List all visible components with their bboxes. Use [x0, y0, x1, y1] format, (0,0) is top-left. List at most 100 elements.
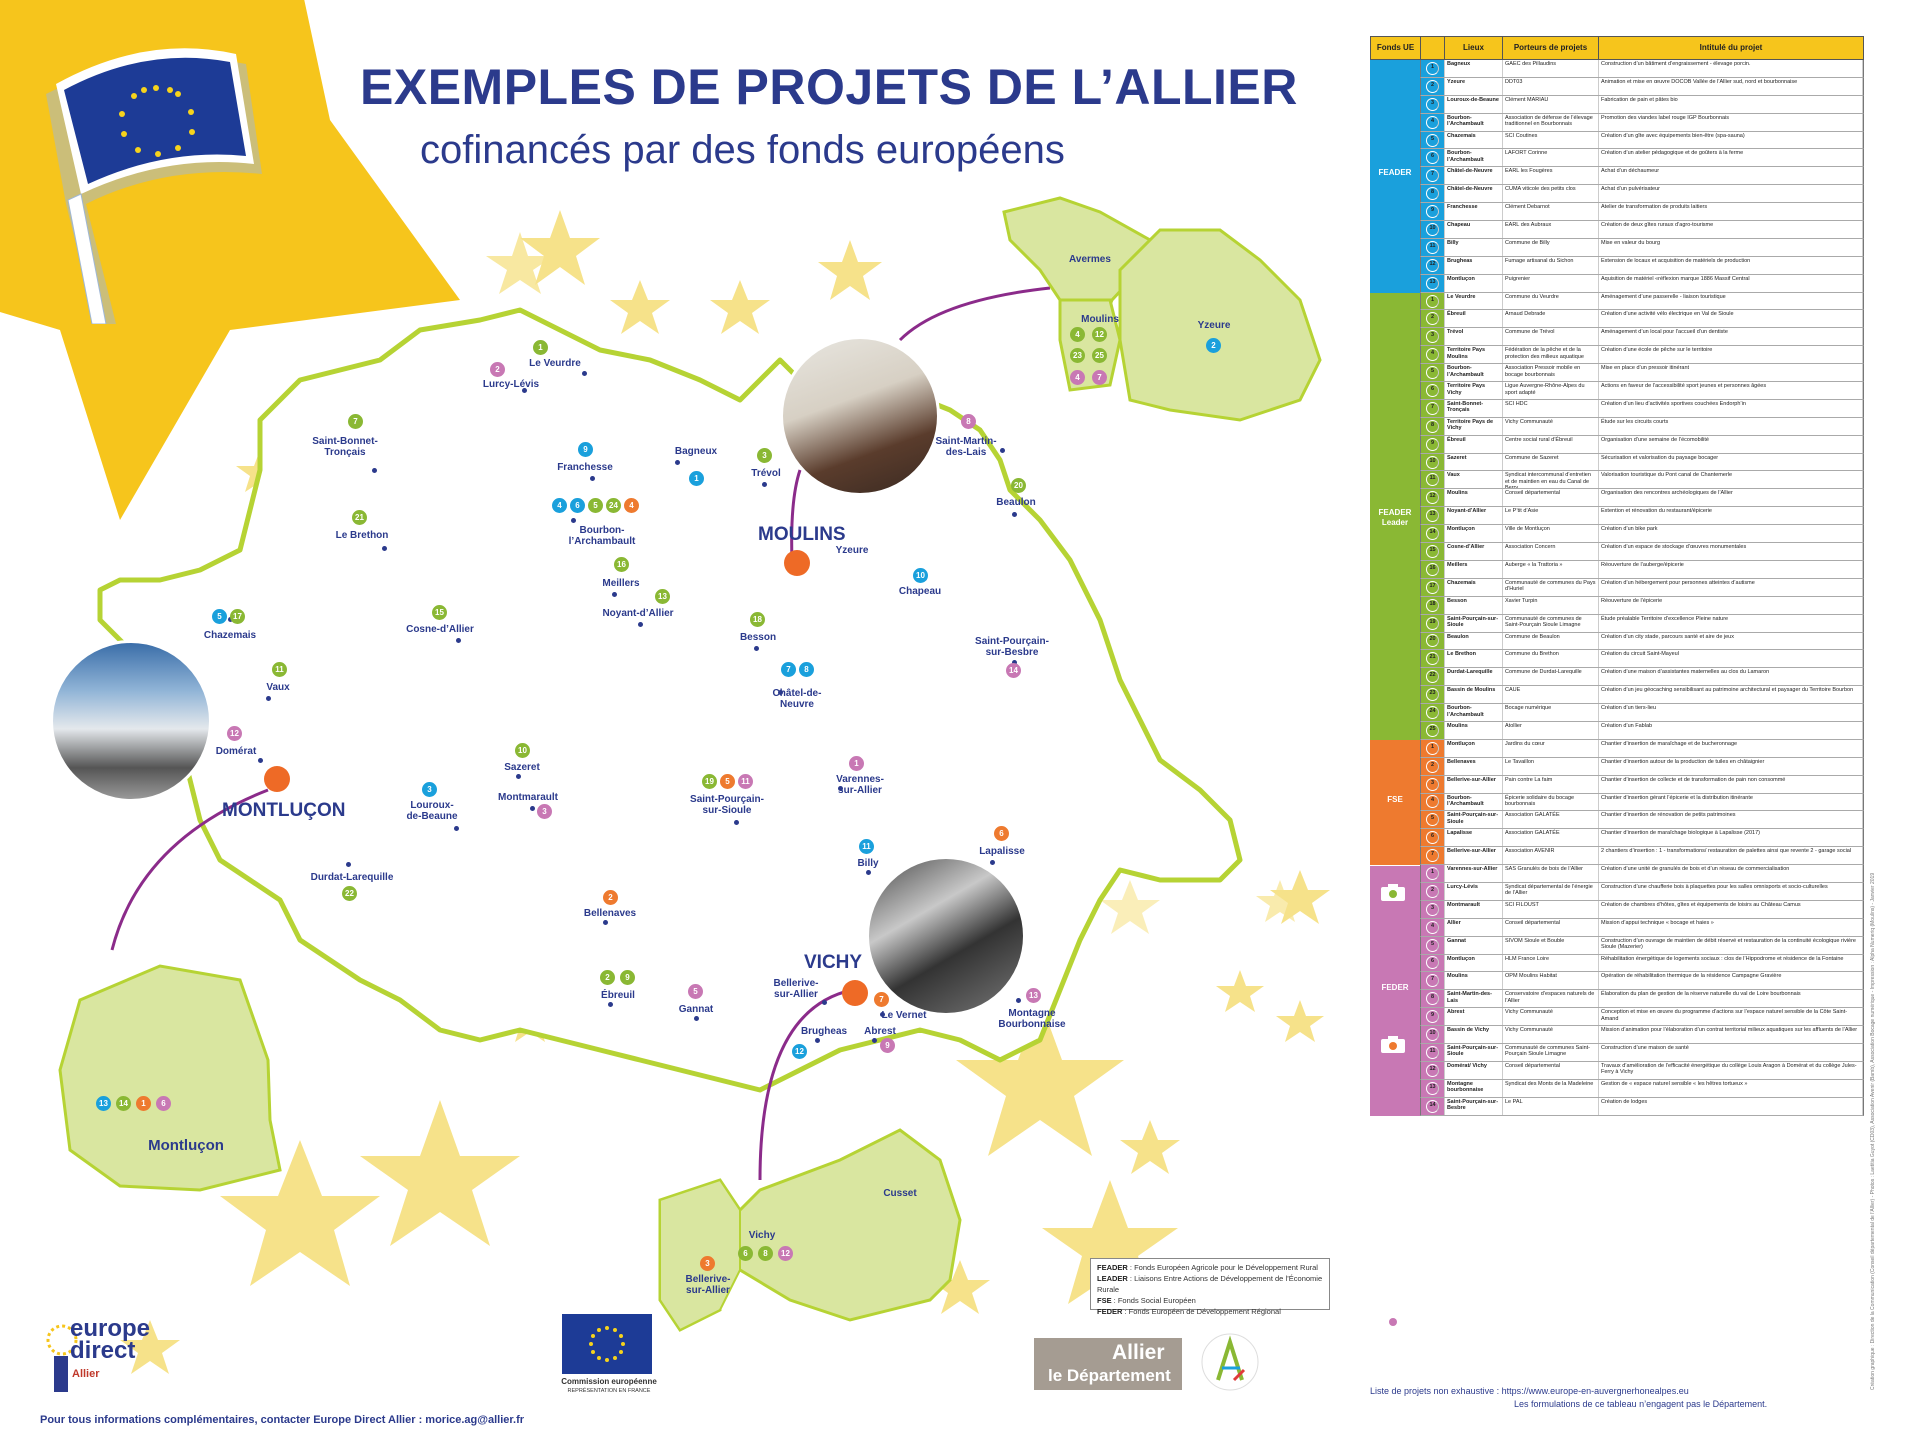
table-row: 17 Chazemais Communauté de communes du Pay…	[1420, 578, 1864, 597]
row-number-cell: 3	[1421, 900, 1445, 918]
marker-feder-8[interactable]: 8	[961, 414, 976, 429]
marker-feader-9[interactable]: 9	[578, 442, 593, 457]
row-lieu: Montagne bourbonnaise	[1445, 1079, 1503, 1097]
marker-fse-6[interactable]: 6	[994, 826, 1009, 841]
marker-feder-5[interactable]: 5	[688, 984, 703, 999]
row-porteur: Association GALATÉE	[1503, 811, 1599, 829]
row-number-badge: 9	[1426, 437, 1439, 451]
marker-feder-14[interactable]: 14	[1006, 663, 1021, 678]
row-lieu: Châtel-de-Neuvre	[1445, 185, 1503, 203]
marker-feder-4[interactable]: 4	[1070, 370, 1085, 385]
table-row: 9 Ébreuil Centre social rural d’Ébreuil Org…	[1420, 435, 1864, 454]
row-number-badge: 2	[1426, 884, 1439, 898]
marker-leader-15[interactable]: 15	[432, 605, 447, 620]
marker-leader-19[interactable]: 19	[702, 774, 717, 789]
marker-feader-8[interactable]: 8	[799, 662, 814, 677]
marker-leader-16[interactable]: 16	[614, 557, 629, 572]
row-intitule: Création du circuit Saint-Mayeul	[1599, 650, 1863, 668]
camera-icon	[1381, 1036, 1405, 1053]
row-porteur: Association AVENIR	[1503, 847, 1599, 865]
marker-fse-4[interactable]: 4	[624, 498, 639, 513]
row-lieu: Bassin de Moulins	[1445, 686, 1503, 704]
row-lieu: Lurcy-Lévis	[1445, 882, 1503, 900]
marker-feader-1[interactable]: 1	[689, 471, 704, 486]
row-number-cell: 11	[1421, 471, 1445, 489]
row-number-badge: 8	[1426, 419, 1439, 433]
table-row: 4 Territoire Pays Moulins Fédération de la…	[1420, 346, 1864, 365]
marker-feder-2[interactable]: 2	[490, 362, 505, 377]
marker-leader-18[interactable]: 18	[750, 612, 765, 627]
marker-feder-11[interactable]: 11	[738, 774, 753, 789]
place-lapalisse: Lapalisse	[979, 846, 1025, 857]
row-lieu: Chapeau	[1445, 221, 1503, 238]
marker-feader-3[interactable]: 3	[422, 782, 437, 797]
marker-feder-7[interactable]: 7	[1092, 370, 1107, 385]
marker-leader-11[interactable]: 11	[272, 662, 287, 677]
marker-feader-4[interactable]: 4	[552, 498, 567, 513]
inset-avermes: Avermes	[1069, 254, 1111, 265]
table-row: 10 Chapeau EARL des Aubraux Création de deu…	[1420, 221, 1864, 239]
marker-feder-6[interactable]: 6	[156, 1096, 171, 1111]
marker-leader-4[interactable]: 4	[1070, 327, 1085, 342]
marker-leader-7[interactable]: 7	[348, 414, 363, 429]
marker-leader-17[interactable]: 17	[230, 609, 245, 624]
row-intitule: Création d’une école de pêche sur le ter…	[1599, 346, 1863, 364]
marker-leader-1[interactable]: 1	[533, 340, 548, 355]
table-note: Liste de projets non exhaustive : https:…	[1370, 1386, 1689, 1396]
marker-feader-2[interactable]: 2	[1206, 338, 1221, 353]
marker-leader-8[interactable]: 8	[758, 1246, 773, 1261]
marker-leader-23[interactable]: 23	[1070, 348, 1085, 363]
marker-feader-10[interactable]: 10	[913, 568, 928, 583]
row-lieu: Bourbon-l’Archambault	[1445, 793, 1503, 811]
marker-feader-5[interactable]: 5	[212, 609, 227, 624]
marker-feader-13[interactable]: 13	[96, 1096, 111, 1111]
marker-feder-12-vichy[interactable]: 12	[778, 1246, 793, 1261]
marker-leader-12[interactable]: 12	[1092, 327, 1107, 342]
marker-leader-3[interactable]: 3	[757, 448, 772, 463]
marker-leader-13[interactable]: 13	[655, 589, 670, 604]
table-row: 4 Bourbon-l’Archambault Association de déf…	[1420, 113, 1864, 132]
marker-feder-1[interactable]: 1	[849, 756, 864, 771]
marker-leader-21[interactable]: 21	[352, 510, 367, 525]
marker-leader-24[interactable]: 24	[606, 498, 621, 513]
row-intitule: Construction d’une chaufferie bois à pla…	[1599, 882, 1863, 900]
row-intitule: Travaux d’amélioration de l’efficacité é…	[1599, 1061, 1863, 1079]
marker-fse-2[interactable]: 2	[603, 890, 618, 905]
place-dot	[346, 862, 351, 867]
row-porteur: Vichy Communauté	[1503, 1026, 1599, 1043]
marker-fse-5[interactable]: 5	[720, 774, 735, 789]
marker-feder-9[interactable]: 9	[880, 1038, 895, 1053]
marker-feder-3[interactable]: 3	[537, 804, 552, 819]
marker-feder-13[interactable]: 13	[1026, 988, 1041, 1003]
marker-feader-6[interactable]: 6	[570, 498, 585, 513]
marker-feader-11[interactable]: 11	[859, 839, 874, 854]
marker-leader-25[interactable]: 25	[1092, 348, 1107, 363]
row-porteur: Auberge « la Trattoria »	[1503, 560, 1599, 578]
row-number-cell: 24	[1421, 704, 1445, 721]
row-porteur: Le PAL	[1503, 1097, 1599, 1115]
marker-feader-12[interactable]: 12	[792, 1044, 807, 1059]
marker-leader-22[interactable]: 22	[342, 886, 357, 901]
table-row: 5 Bourbon-l’Archambault Association Presso…	[1420, 364, 1864, 383]
row-porteur: Puigrenier	[1503, 274, 1599, 292]
marker-leader-6[interactable]: 6	[738, 1246, 753, 1261]
place-brugheas: Brugheas	[800, 1026, 848, 1037]
marker-leader-20[interactable]: 20	[1011, 478, 1026, 493]
row-number-cell: 13	[1421, 274, 1445, 292]
marker-leader-10[interactable]: 10	[515, 743, 530, 758]
marker-fse-1[interactable]: 1	[136, 1096, 151, 1111]
row-number-cell: 9	[1421, 1008, 1445, 1026]
row-number-badge: 7	[1426, 974, 1439, 988]
row-number-badge: 13	[1426, 509, 1439, 523]
marker-feder-12[interactable]: 12	[227, 726, 242, 741]
row-porteur: Ville de Montluçon	[1503, 525, 1599, 543]
marker-leader-9[interactable]: 9	[620, 970, 635, 985]
marker-leader-5[interactable]: 5	[588, 498, 603, 513]
marker-leader-2[interactable]: 2	[600, 970, 615, 985]
marker-fse-3[interactable]: 3	[700, 1256, 715, 1271]
marker-fse-7[interactable]: 7	[874, 992, 889, 1007]
marker-feader-7[interactable]: 7	[781, 662, 796, 677]
row-porteur: Jardins du cœur	[1503, 739, 1599, 757]
marker-leader-14[interactable]: 14	[116, 1096, 131, 1111]
row-intitule: Création d’un tiers-lieu	[1599, 704, 1863, 721]
